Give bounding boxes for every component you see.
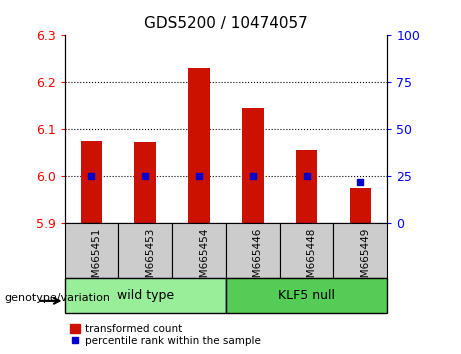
Bar <box>280 223 333 278</box>
Bar <box>135 142 156 223</box>
Text: GSM665446: GSM665446 <box>253 227 263 291</box>
Bar <box>226 278 387 313</box>
Text: GSM665448: GSM665448 <box>307 227 317 291</box>
Bar <box>65 278 226 313</box>
Text: GSM665454: GSM665454 <box>199 227 209 291</box>
Bar <box>118 223 172 278</box>
Bar <box>188 68 210 223</box>
Bar <box>226 223 280 278</box>
Bar <box>65 223 118 278</box>
Text: GSM665449: GSM665449 <box>361 227 370 291</box>
Bar <box>81 141 102 223</box>
Text: GSM665453: GSM665453 <box>145 227 155 291</box>
Bar <box>349 188 371 223</box>
Text: GSM665451: GSM665451 <box>91 227 101 291</box>
Text: KLF5 null: KLF5 null <box>278 289 335 302</box>
Bar <box>296 150 317 223</box>
Text: wild type: wild type <box>117 289 174 302</box>
Title: GDS5200 / 10474057: GDS5200 / 10474057 <box>144 16 308 32</box>
Legend: transformed count, percentile rank within the sample: transformed count, percentile rank withi… <box>70 324 261 346</box>
Bar <box>172 223 226 278</box>
Bar <box>333 223 387 278</box>
Text: genotype/variation: genotype/variation <box>5 293 111 303</box>
Bar <box>242 108 264 223</box>
